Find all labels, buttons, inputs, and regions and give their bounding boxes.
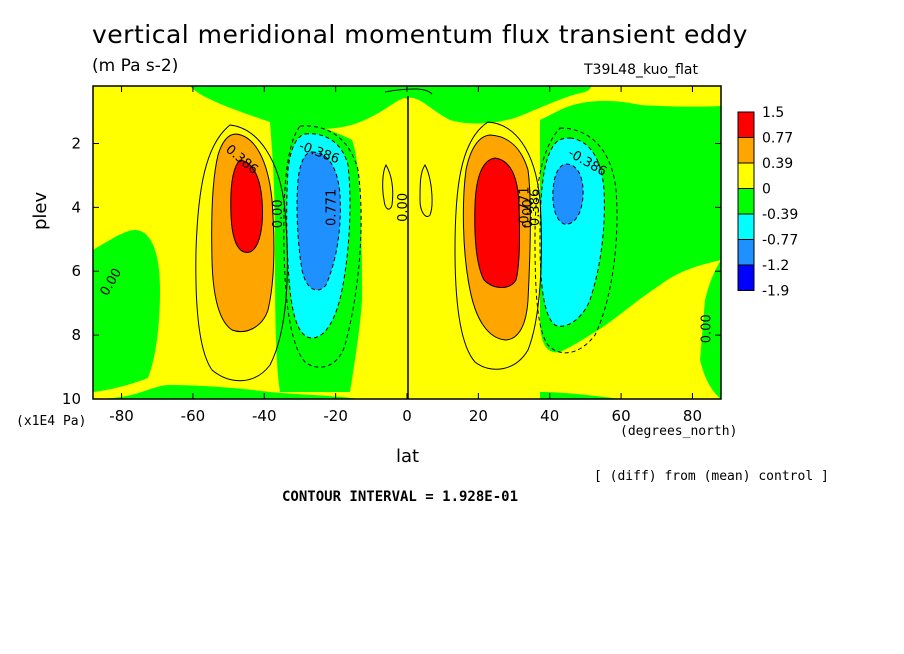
plot-area [93, 86, 721, 399]
x-tick-label: -20 [323, 407, 348, 425]
chart-title: vertical meridional momentum flux transi… [92, 20, 748, 49]
legend-swatch [737, 239, 755, 266]
chart-units: (m Pa s-2) [92, 56, 179, 76]
legend-label: -0.39 [762, 207, 798, 223]
x-axis-ticks: -80 -60 -40 -20 0 20 40 60 80 [109, 86, 702, 425]
legend-label: 0.77 [762, 131, 793, 147]
legend-label: -1.9 [762, 284, 789, 300]
contour-line-cyan-outer-east [534, 127, 618, 354]
legend-label: -0.77 [762, 233, 798, 249]
contour-label: -0.771 [517, 186, 532, 228]
contour-line-small-east [419, 164, 433, 217]
y-tick-label: 10 [62, 390, 81, 408]
contour-label: 0.00 [699, 314, 714, 343]
y-axis-ticks: 2 4 6 8 10 [62, 134, 721, 408]
x-tick-label: -60 [181, 407, 206, 425]
y-axis-unit: (x1E4 Pa) [16, 414, 87, 429]
contour-label: 0.771 [325, 189, 340, 226]
y-tick-label: 6 [71, 262, 81, 280]
y-tick-label: 2 [71, 134, 81, 152]
y-axis-label: plev [30, 191, 51, 230]
contour-line-top [384, 88, 433, 95]
contour-interval: CONTOUR INTERVAL = 1.928E-01 [282, 489, 519, 505]
contour-label: 0.00 [396, 193, 411, 222]
contour-line-small-west [382, 164, 394, 210]
legend-swatch [737, 213, 755, 240]
contour-line-cyan-outer-west [283, 125, 362, 368]
contour-line-west-outer [195, 124, 288, 382]
red-lobe-west [230, 159, 263, 253]
legend-swatch [737, 264, 755, 291]
x-tick-label: 20 [469, 407, 488, 425]
red-lobe-east [474, 157, 521, 288]
x-axis-label: lat [396, 446, 420, 467]
green-band-southeast [700, 260, 721, 399]
legend-swatch [737, 188, 755, 215]
y-tick-label: 4 [71, 198, 81, 216]
x-tick-label: 0 [402, 407, 412, 425]
x-tick-label: 60 [612, 407, 631, 425]
legend-swatch [737, 111, 755, 138]
blue-lobe-west [296, 151, 341, 291]
x-tick-label: -80 [109, 407, 134, 425]
y-tick-label: 8 [71, 326, 81, 344]
legend-label: 1.5 [762, 105, 784, 121]
diff-note: [ (diff) from (mean) control ] [594, 469, 829, 484]
x-tick-label: 40 [540, 407, 559, 425]
legend-label: -1.2 [762, 258, 789, 274]
x-tick-label: -40 [252, 407, 277, 425]
run-name: T39L48_kuo_flat [584, 62, 698, 78]
legend-swatch [737, 137, 755, 164]
contour-label: 0.386 [528, 189, 543, 226]
x-tick-label: 80 [683, 407, 702, 425]
contour-label: 0.00 [521, 199, 536, 228]
x-axis-unit: (degrees_north) [620, 424, 738, 439]
legend-label: 0.39 [762, 156, 793, 172]
blue-lobe-east [552, 163, 584, 225]
green-band-southwest [93, 230, 160, 392]
legend-swatch [737, 162, 755, 189]
color-legend: 1.5 0.77 0.39 0 -0.39 -0.77 -1.2 -1.9 [737, 105, 798, 300]
legend-label: 0 [762, 182, 771, 198]
contour-label: 0.00 [271, 199, 286, 228]
